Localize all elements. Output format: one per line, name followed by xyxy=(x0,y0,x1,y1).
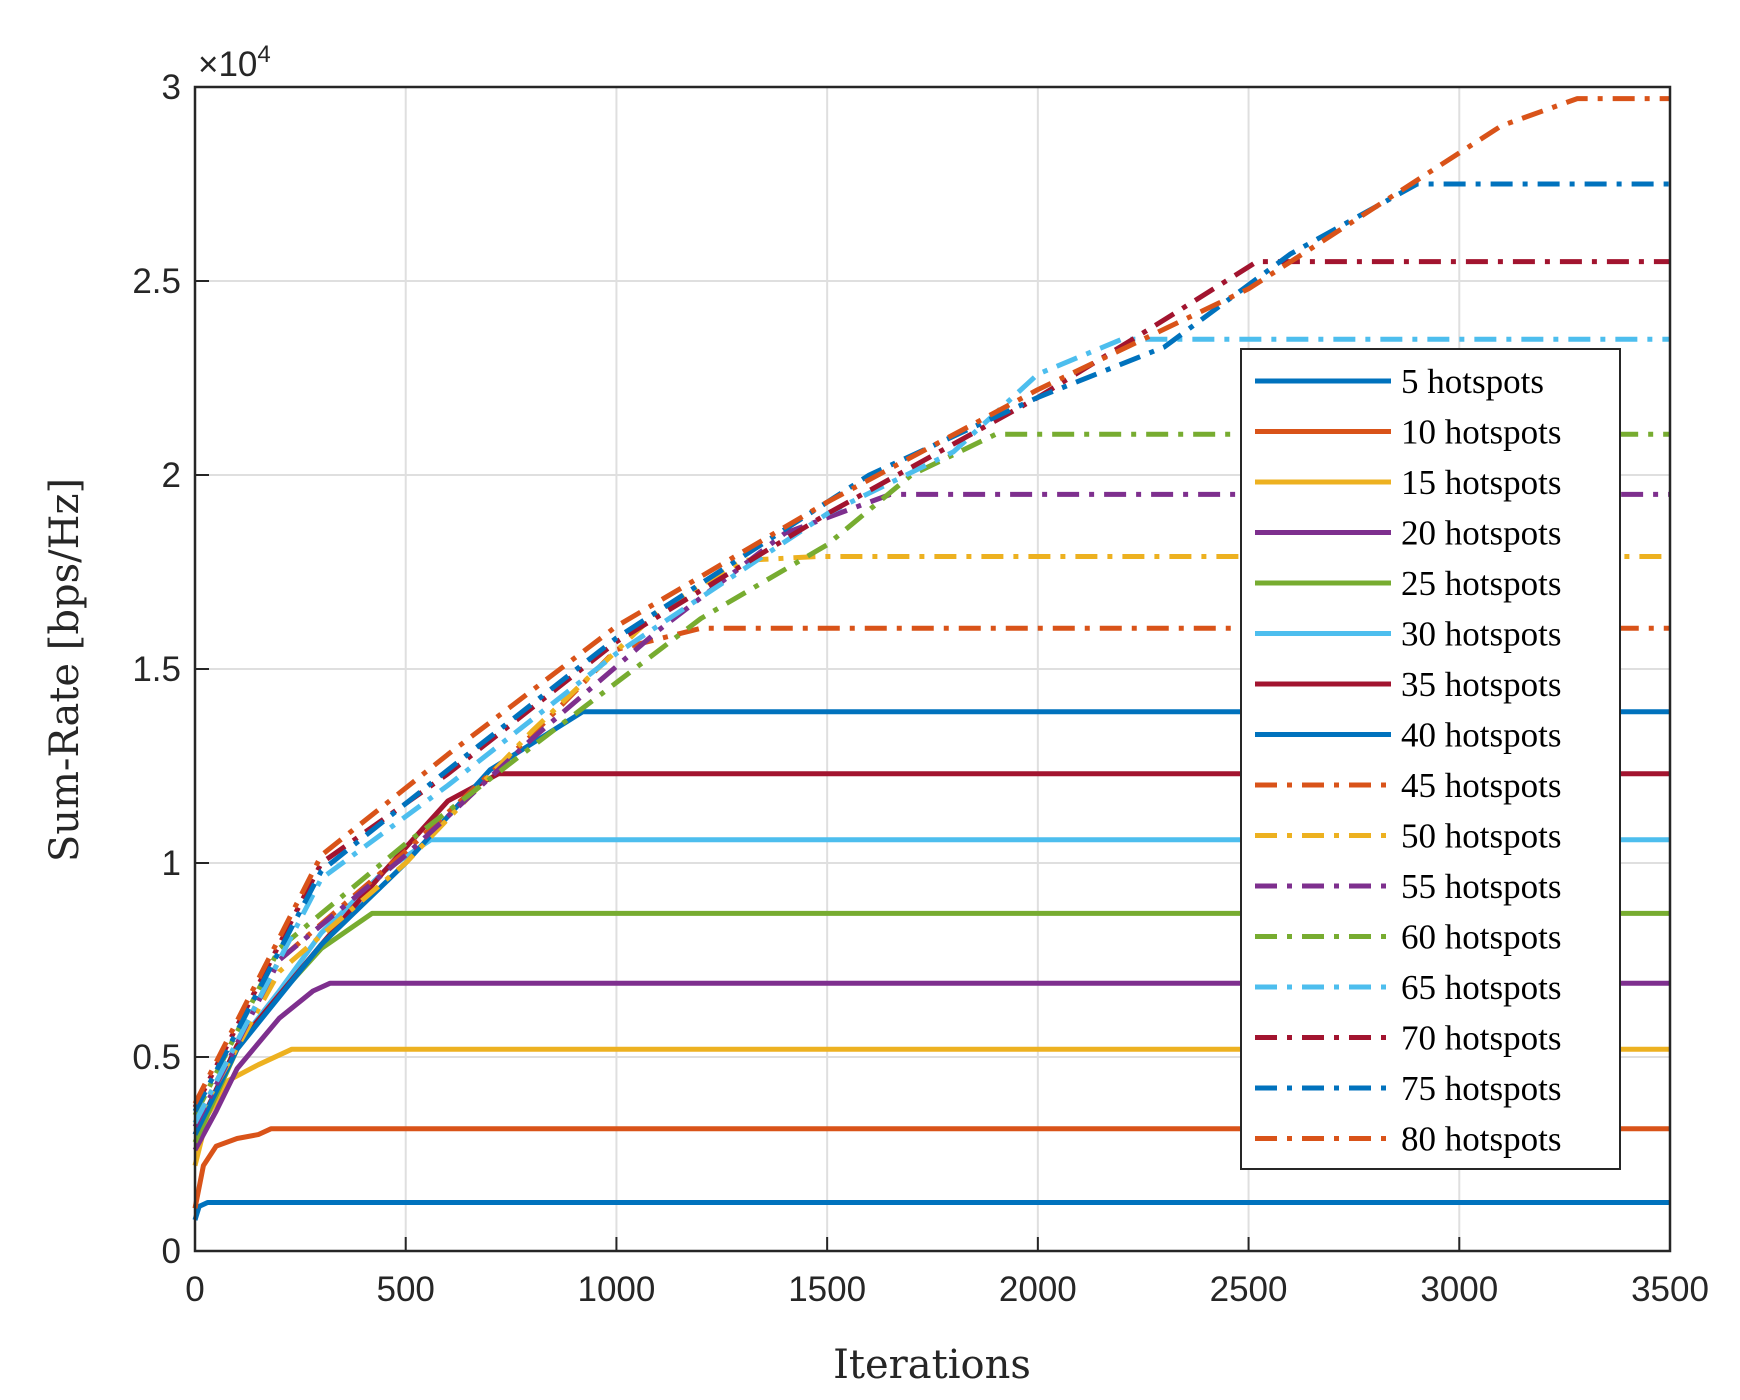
legend-entry: 15 hotspots xyxy=(1401,463,1561,502)
series-line xyxy=(192,336,1670,1125)
x-tick-label: 2000 xyxy=(999,1270,1077,1309)
y-tick-label: 2 xyxy=(162,456,181,495)
x-tick-label: 0 xyxy=(185,1270,204,1309)
series-line xyxy=(192,431,1670,1117)
series-line xyxy=(192,96,1670,1105)
legend-entry: 75 hotspots xyxy=(1401,1069,1561,1108)
y-tick-label: 3 xyxy=(162,68,181,107)
y-tick-label: 1 xyxy=(162,844,181,883)
x-tick-label: 3500 xyxy=(1631,1270,1709,1309)
y-tick-label: 0.5 xyxy=(132,1038,181,1077)
series-line xyxy=(192,980,1670,1152)
legend-entry: 55 hotspots xyxy=(1401,867,1561,906)
series-line xyxy=(192,491,1670,1128)
legend-box xyxy=(1240,348,1621,1170)
y-exponent-label: ×104 xyxy=(198,41,271,84)
legend-entry: 35 hotspots xyxy=(1401,665,1561,704)
x-tick-label: 1000 xyxy=(577,1270,655,1309)
legend-entry: 70 hotspots xyxy=(1401,1019,1561,1058)
legend-entry: 25 hotspots xyxy=(1401,564,1561,603)
legend-entry: 80 hotspots xyxy=(1401,1120,1561,1159)
x-tick-label: 2500 xyxy=(1210,1270,1288,1309)
series-line xyxy=(192,1200,1670,1221)
legend-entry: 10 hotspots xyxy=(1401,413,1561,452)
x-tick-label: 3000 xyxy=(1420,1270,1498,1309)
ticks: 0 500 1000 1500 2000 2500 3000 3500 0 0.5 1 1.5 2 2.5… xyxy=(132,68,1709,1309)
x-tick-label: 500 xyxy=(377,1270,435,1309)
legend-entry: 50 hotspots xyxy=(1401,817,1561,856)
legend-entry: 20 hotspots xyxy=(1401,514,1561,553)
x-tick-label: 1500 xyxy=(788,1270,866,1309)
series-line xyxy=(192,259,1670,1109)
legend-entry: 5 hotspots xyxy=(1401,362,1544,401)
legend: 5 hotspots 10 hotspots 15 hotspots 20 hotsp… xyxy=(1240,348,1621,1170)
series-line xyxy=(192,625,1670,1125)
series-line xyxy=(192,554,1670,1125)
y-tick-label: 1.5 xyxy=(132,650,181,689)
y-tick-label: 2.5 xyxy=(132,262,181,301)
legend-entry: 45 hotspots xyxy=(1401,766,1561,805)
y-tick-label: 0 xyxy=(162,1232,181,1271)
series-line xyxy=(192,1126,1670,1209)
y-axis-label: Sum-Rate [bps/Hz] xyxy=(42,478,88,862)
legend-entry: 30 hotspots xyxy=(1401,615,1561,654)
legend-entry: 65 hotspots xyxy=(1401,968,1561,1007)
x-axis-label: Iterations xyxy=(833,1342,1031,1388)
legend-entry: 60 hotspots xyxy=(1401,918,1561,957)
legend-entry: 40 hotspots xyxy=(1401,716,1561,755)
series-lines xyxy=(192,96,1670,1221)
